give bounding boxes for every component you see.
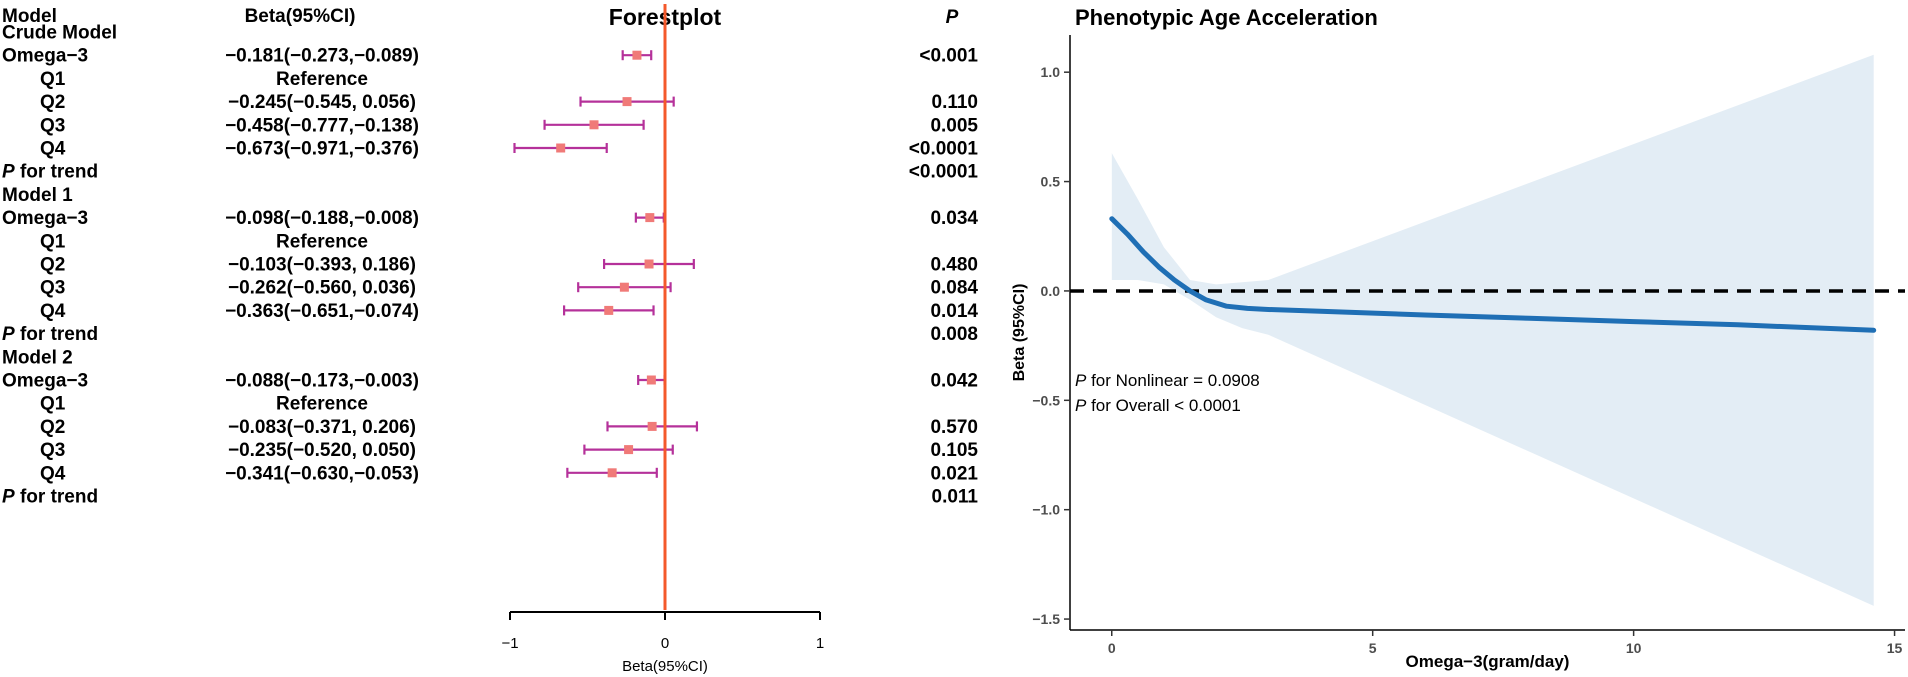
point-estimate: [607, 468, 617, 478]
row-p: 0.011: [932, 487, 979, 508]
row-label: Q3: [40, 115, 65, 136]
row-p: 0.005: [930, 115, 978, 136]
x-tick-label: 5: [1369, 640, 1377, 656]
row-p: 0.034: [930, 208, 978, 229]
row-p: 0.021: [930, 463, 978, 484]
y-tick-label: −0.5: [1032, 392, 1060, 408]
row-p: <0.0001: [909, 139, 979, 160]
row-label: Q4: [40, 463, 66, 484]
row-label: Q3: [40, 278, 65, 299]
point-estimate: [647, 421, 657, 431]
row-label: Q4: [40, 301, 66, 322]
y-axis-title: Beta (95%CI): [1011, 284, 1028, 382]
row-p: 0.480: [930, 255, 978, 276]
y-tick-label: −1.5: [1032, 611, 1060, 627]
row-label: Model 2: [2, 347, 73, 368]
row-beta: −0.088(−0.173,−0.003): [225, 371, 419, 392]
row-beta: −0.673(−0.971,−0.376): [225, 139, 419, 160]
row-label: Q2: [40, 417, 65, 438]
row-label: Omega−3: [2, 208, 88, 229]
point-estimate: [556, 143, 566, 153]
row-label: Omega−3: [2, 46, 88, 67]
point-estimate: [644, 259, 654, 269]
row-label: Q1: [40, 394, 66, 415]
row-beta: −0.181(−0.273,−0.089): [225, 46, 419, 67]
point-estimate: [604, 305, 614, 315]
row-beta: Reference: [276, 231, 368, 252]
row-beta: −0.083(−0.371, 0.206): [228, 417, 416, 438]
row-beta: −0.103(−0.393, 0.186): [228, 255, 416, 276]
point-estimate: [624, 445, 634, 455]
row-label: Q3: [40, 440, 65, 461]
point-estimate: [632, 50, 642, 60]
y-tick-label: −1.0: [1032, 502, 1060, 518]
row-label: Omega−3: [2, 371, 88, 392]
row-label: Q2: [40, 255, 65, 276]
row-beta: −0.262(−0.560, 0.036): [228, 278, 416, 299]
x-tick-label: 15: [1887, 640, 1903, 656]
header-p: P: [946, 7, 959, 28]
row-beta: Reference: [276, 69, 368, 90]
row-beta: −0.098(−0.188,−0.008): [225, 208, 419, 229]
row-label: P for trend: [2, 162, 98, 183]
confidence-band: [1111, 54, 1874, 606]
x-tick-label: −1: [501, 635, 518, 652]
row-p: <0.0001: [909, 162, 979, 183]
x-tick-label: 0: [1108, 640, 1116, 656]
row-beta: −0.458(−0.777,−0.138): [225, 115, 419, 136]
row-label: P for trend: [2, 487, 98, 508]
row-label: P for trend: [2, 324, 98, 345]
x-axis-title: Omega−3(gram/day): [1406, 652, 1570, 671]
row-label: Crude Model: [2, 23, 117, 44]
x-tick-label: 1: [816, 635, 824, 652]
spline-title: Phenotypic Age Acceleration: [1075, 5, 1378, 30]
row-p: 0.105: [930, 440, 978, 461]
estimate-curve: [1109, 216, 1877, 333]
point-estimate: [619, 282, 629, 292]
row-p: 0.084: [930, 278, 978, 299]
point-estimate: [645, 213, 655, 223]
row-label: Q1: [40, 231, 66, 252]
x-tick-label: 0: [661, 635, 669, 652]
row-p: 0.570: [930, 417, 978, 438]
row-beta: −0.341(−0.630,−0.053): [225, 463, 419, 484]
row-label: Q2: [40, 92, 65, 113]
row-p: 0.110: [932, 92, 979, 113]
header-beta: Beta(95%CI): [245, 6, 356, 27]
p-annotation: P for Nonlinear = 0.0908: [1075, 371, 1260, 390]
row-beta: −0.235(−0.520, 0.050): [228, 440, 416, 461]
row-beta: −0.245(−0.545, 0.056): [228, 92, 416, 113]
header-model: Model: [2, 6, 57, 27]
row-label: Q1: [40, 69, 66, 90]
row-beta: −0.363(−0.651,−0.074): [225, 301, 419, 322]
point-estimate: [589, 120, 599, 130]
row-p: 0.042: [930, 371, 978, 392]
point-estimate: [622, 97, 632, 107]
y-tick-label: 0.0: [1041, 283, 1061, 299]
y-tick-label: 1.0: [1041, 64, 1061, 80]
row-p: 0.008: [930, 324, 978, 345]
forest-plot-area: −1 0 1 Beta(95%CI): [501, 4, 824, 675]
row-p: 0.014: [930, 301, 978, 322]
x-tick-label: 10: [1626, 640, 1642, 656]
row-label: Model 1: [2, 185, 73, 206]
row-beta: Reference: [276, 394, 368, 415]
point-estimate: [646, 375, 656, 385]
row-p: <0.001: [919, 46, 978, 67]
y-tick-label: 0.5: [1041, 174, 1061, 190]
p-annotation: P for Overall < 0.0001: [1075, 396, 1241, 415]
row-label: Q4: [40, 139, 66, 160]
spline-plot-area: −1.5 −1.0 −0.5 0.0 0.5 1.0 0 5 10 15 Phenotypic Ag…: [1011, 5, 1905, 671]
x-axis-label: Beta(95%CI): [622, 658, 708, 675]
